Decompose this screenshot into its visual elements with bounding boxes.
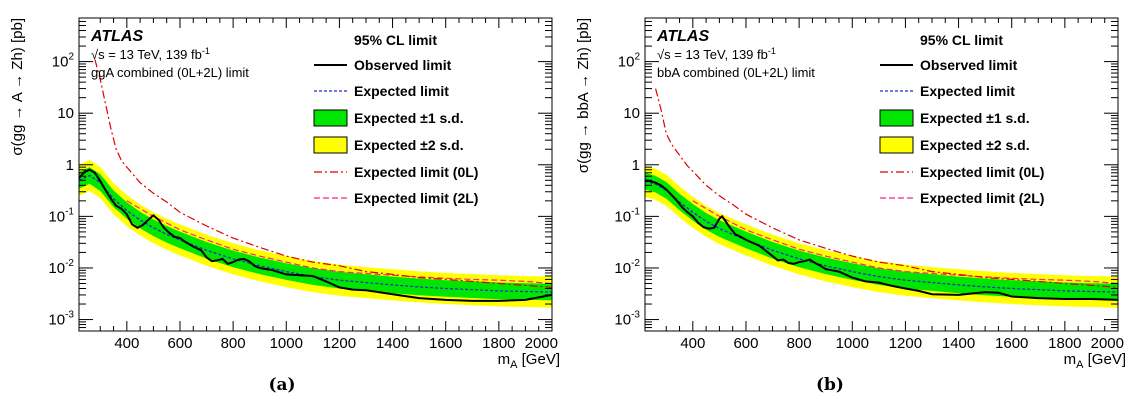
y-tick-label: 102 [52, 52, 75, 71]
panel-caption-a: (a) [268, 375, 296, 395]
y-tick-label: 10-2 [48, 258, 74, 277]
y-tick-label: 1 [632, 157, 640, 174]
legend-band1-label: Expected ±1 s.d. [354, 110, 464, 126]
x-tick-label: 600 [167, 335, 192, 352]
x-tick-label: 1800 [482, 335, 515, 352]
legend-expected-label: Expected limit [354, 83, 449, 99]
observed-limit-line [79, 168, 552, 302]
plot-frame [78, 17, 553, 332]
combination-label: ggA combined (0L+2L) limit [91, 65, 249, 80]
y-tick-label: 10-3 [614, 310, 640, 329]
x-tick-label: 1000 [270, 335, 303, 352]
energy-lumi-label: √s = 13 TeV, 139 fb-1 [657, 46, 776, 62]
experiment-label: ATLAS [656, 28, 709, 45]
chart-b: 400 600 800 1000 1200 1400 1600 1800 2000 10-3 10-… [575, 17, 1126, 371]
y-tick-label: 10-1 [614, 206, 640, 225]
legend-band1-label: Expected ±1 s.d. [920, 110, 1030, 126]
y-tick-label: 10-3 [48, 310, 74, 329]
chart-panel-b: 400 600 800 1000 1200 1400 1600 1800 2000 10-3 10-… [566, 0, 1126, 372]
legend-header: 95% CL limit [354, 32, 437, 48]
x-tick-label: 1000 [836, 335, 869, 352]
expected-limit-line [79, 174, 552, 293]
y-tick-label: 10 [57, 105, 74, 122]
x-tick-label: 1400 [942, 335, 975, 352]
y-tick-label: 10-2 [614, 258, 640, 277]
legend-header: 95% CL limit [920, 32, 1003, 48]
x-tick-label: 2000 [1091, 335, 1124, 352]
x-axis-title: mA [GeV] [1064, 351, 1126, 371]
x-tick-label: 800 [787, 335, 812, 352]
legend-band1-swatch [879, 109, 914, 127]
band-1sd [79, 167, 552, 301]
x-axis-title: mA [GeV] [498, 351, 560, 371]
x-tick-label: 1400 [376, 335, 409, 352]
expected-limit-2L-line [126, 200, 552, 285]
chart-panel-a: 400 600 800 1000 1200 1400 1600 1800 2000 10-3 10-… [0, 0, 560, 372]
expected-limit-line [645, 180, 1118, 293]
x-tick-label: 1200 [323, 335, 356, 352]
y-tick-label: 102 [618, 52, 641, 71]
x-tick-label: 1600 [995, 335, 1028, 352]
x-tick-label: 1600 [429, 335, 462, 352]
x-tick-label: 1200 [889, 335, 922, 352]
y-tick-label: 10-1 [48, 206, 74, 225]
combination-label: bbA combined (0L+2L) limit [657, 65, 815, 80]
legend-exp2L-label: Expected limit (2L) [354, 190, 478, 206]
y-axis-title: σ(gg → bbA → Zh) [pb] [575, 18, 592, 173]
legend-observed-label: Observed limit [354, 57, 452, 73]
legend-band1-swatch [313, 109, 348, 127]
expected-limit-0L-line [655, 88, 1118, 288]
panel-caption-b: (b) [816, 375, 844, 395]
expected-limit-2L-line [692, 200, 1118, 285]
legend-band2-label: Expected ±2 s.d. [354, 137, 464, 153]
legend-exp0L-label: Expected limit (0L) [354, 164, 478, 180]
legend-band2-swatch [879, 136, 914, 154]
x-tick-label: 800 [221, 335, 246, 352]
x-tick-label: 600 [733, 335, 758, 352]
legend-observed-label: Observed limit [920, 57, 1018, 73]
legend-band2-label: Expected ±2 s.d. [920, 137, 1030, 153]
y-axis-title: σ(gg → A → Zh) [pb] [9, 18, 26, 156]
experiment-label: ATLAS [90, 28, 143, 45]
x-tick-label: 1800 [1048, 335, 1081, 352]
plot-area [645, 88, 1118, 308]
legend-exp0L-label: Expected limit (0L) [920, 164, 1044, 180]
y-tick-label: 10 [623, 105, 640, 122]
x-tick-label: 400 [114, 335, 139, 352]
x-tick-label: 400 [680, 335, 705, 352]
energy-lumi-label: √s = 13 TeV, 139 fb-1 [91, 46, 210, 62]
chart-a: 400 600 800 1000 1200 1400 1600 1800 2000 10-3 10-… [9, 17, 560, 371]
y-tick-label: 1 [66, 157, 74, 174]
legend-expected-label: Expected limit [920, 83, 1015, 99]
legend-band2-swatch [313, 136, 348, 154]
expected-limit-0L-line [94, 59, 552, 288]
legend-exp2L-label: Expected limit (2L) [920, 190, 1044, 206]
observed-limit-line [645, 179, 1118, 301]
plot-frame [644, 17, 1119, 332]
x-tick-label: 2000 [525, 335, 558, 352]
plot-area [79, 59, 552, 308]
